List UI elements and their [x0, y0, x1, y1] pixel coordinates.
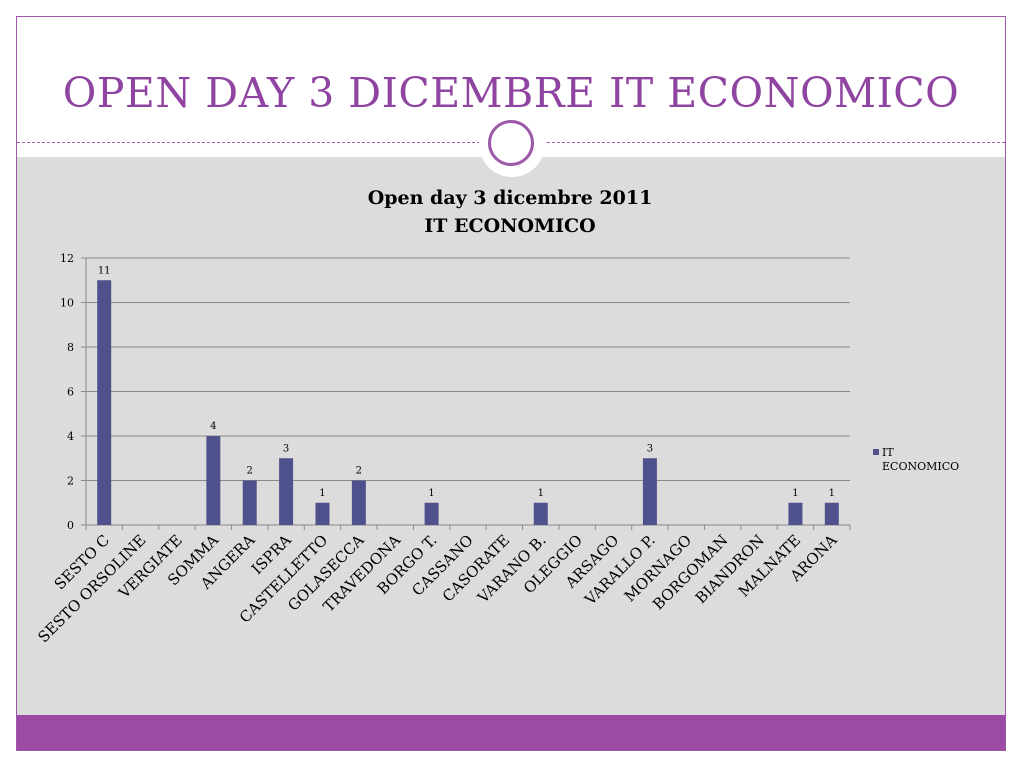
slide-frame — [16, 16, 1006, 751]
legend-label: IT ECONOMICO — [882, 446, 959, 473]
data-label: 2 — [247, 466, 253, 477]
bar — [206, 436, 221, 525]
bar — [279, 458, 294, 525]
bar — [642, 458, 657, 525]
bar — [424, 502, 439, 525]
data-label: 2 — [356, 466, 362, 477]
data-label: 11 — [98, 265, 111, 276]
chart-title-line2: IT ECONOMICO — [424, 215, 595, 237]
ornament-ring — [488, 120, 534, 166]
data-label: 1 — [829, 488, 835, 499]
data-label: 3 — [283, 443, 289, 454]
bar — [97, 280, 112, 525]
y-tick-label: 2 — [67, 475, 74, 488]
bar — [351, 480, 366, 525]
data-label: 4 — [210, 421, 216, 432]
bar-chart: Open day 3 dicembre 2011 IT ECONOMICO 0 2… — [34, 187, 959, 646]
legend-swatch — [873, 449, 879, 455]
data-label: 1 — [538, 488, 544, 499]
bar — [242, 480, 257, 525]
y-tick-label: 0 — [67, 519, 74, 532]
data-label: 1 — [792, 488, 798, 499]
data-label: 1 — [428, 488, 434, 499]
slide-title: OPEN DAY 3 DICEMBRE IT ECONOMICO — [62, 69, 960, 117]
bar — [788, 502, 803, 525]
y-tick-label: 8 — [67, 341, 74, 354]
bar — [824, 502, 839, 525]
bar — [315, 502, 330, 525]
chart-title-line1: Open day 3 dicembre 2011 — [368, 187, 653, 209]
footer-bar — [17, 715, 1005, 750]
y-tick-label: 10 — [60, 297, 74, 310]
y-tick-label: 6 — [67, 386, 74, 399]
y-tick-label: 4 — [67, 430, 74, 443]
y-tick-label: 12 — [60, 252, 74, 265]
content-area: Open day 3 dicembre 2011 IT ECONOMICO 0 2… — [17, 157, 1005, 715]
data-label: 3 — [647, 443, 653, 454]
data-label: 1 — [319, 488, 325, 499]
bar — [533, 502, 548, 525]
